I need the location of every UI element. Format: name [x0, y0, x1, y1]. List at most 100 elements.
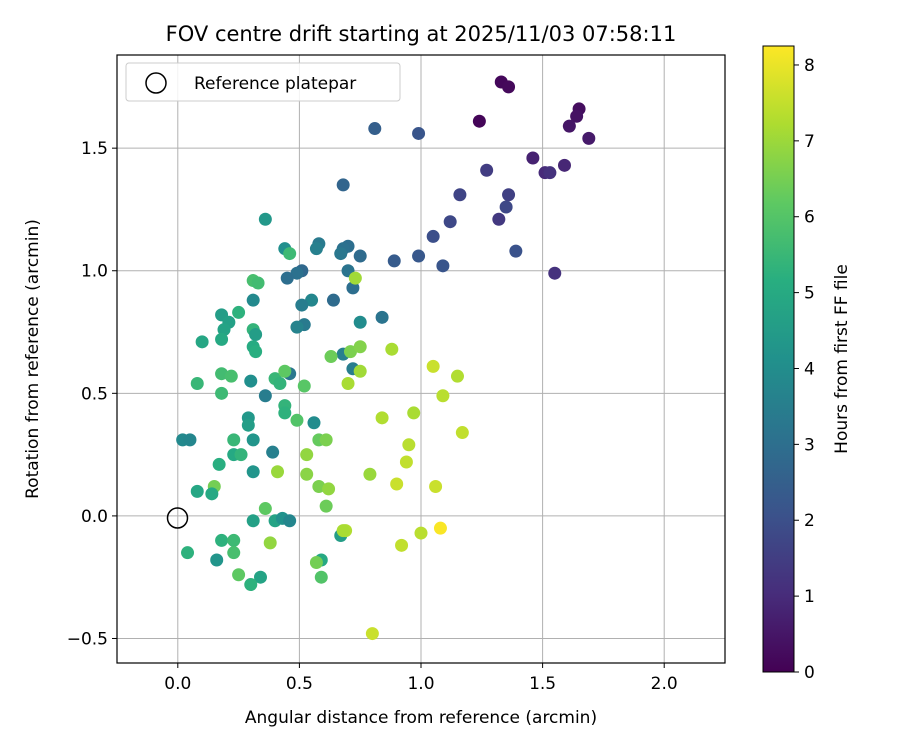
data-point	[334, 247, 348, 261]
data-point	[246, 433, 260, 447]
data-point	[414, 526, 428, 540]
colorbar: 0 1 2 3 4 5 6 7 8 Hours from first FF file	[762, 45, 852, 683]
data-point	[319, 433, 333, 447]
data-point	[526, 151, 540, 165]
data-point	[472, 114, 486, 128]
data-point	[271, 465, 285, 479]
data-point	[246, 465, 260, 479]
data-point	[412, 126, 426, 140]
data-point	[297, 379, 311, 393]
data-point	[249, 327, 263, 341]
data-point	[353, 249, 367, 263]
data-point	[266, 445, 280, 459]
y-axis-label: Rotation from reference (arcmin)	[23, 219, 43, 499]
data-point	[246, 293, 260, 307]
data-point	[502, 188, 516, 202]
data-point	[543, 166, 557, 180]
data-point	[314, 570, 328, 584]
data-point	[443, 215, 457, 229]
data-point	[290, 266, 304, 280]
data-point	[258, 502, 272, 516]
data-point	[322, 482, 336, 496]
colorbar-tick-label: 6	[804, 208, 815, 228]
data-point	[210, 553, 224, 567]
data-point	[557, 158, 571, 172]
colorbar-tick-label: 7	[804, 132, 815, 152]
legend-label: Reference platepar	[194, 74, 356, 94]
data-point	[283, 514, 297, 528]
data-point	[348, 271, 362, 285]
x-tick-label: 0.5	[286, 674, 313, 694]
data-point	[450, 369, 464, 383]
x-tick-label: 2.0	[651, 674, 678, 694]
data-point	[309, 242, 323, 256]
data-point	[290, 413, 304, 427]
data-point	[341, 377, 355, 391]
data-point	[353, 315, 367, 329]
data-point	[582, 131, 596, 145]
data-point	[319, 499, 333, 513]
y-tick-label: 1.5	[81, 139, 108, 159]
data-point	[278, 406, 292, 420]
data-point	[212, 457, 226, 471]
data-point	[562, 119, 576, 133]
data-point	[244, 374, 258, 388]
data-point	[426, 229, 440, 243]
data-point	[499, 200, 513, 214]
data-point	[227, 533, 241, 547]
data-point	[280, 271, 294, 285]
data-point	[232, 568, 246, 582]
data-point	[387, 254, 401, 268]
colorbar-gradient	[762, 45, 795, 673]
data-point	[336, 524, 350, 538]
colorbar-tick-label: 5	[804, 284, 815, 304]
data-point	[436, 259, 450, 273]
y-tick-label: 0.5	[81, 384, 108, 404]
data-point	[453, 188, 467, 202]
data-point	[324, 350, 338, 364]
data-point	[305, 293, 319, 307]
data-point	[429, 479, 443, 493]
data-point	[390, 477, 404, 491]
data-point	[385, 342, 399, 356]
legend-marker	[145, 72, 167, 94]
data-point	[241, 418, 255, 432]
data-point	[502, 80, 516, 94]
data-point	[263, 536, 277, 550]
colorbar-tick-label: 1	[804, 587, 815, 607]
data-point	[309, 555, 323, 569]
grid-lines	[117, 55, 725, 663]
data-point	[368, 122, 382, 136]
data-point	[205, 487, 219, 501]
colorbar-tick-label: 0	[804, 663, 815, 683]
data-point	[509, 244, 523, 258]
data-point	[492, 212, 506, 226]
data-point	[570, 109, 584, 123]
data-point	[278, 364, 292, 378]
y-tick-label: −0.5	[67, 629, 108, 649]
data-point	[407, 406, 421, 420]
data-point	[343, 345, 357, 359]
data-point	[253, 570, 267, 584]
data-point	[227, 433, 241, 447]
data-point	[399, 455, 413, 469]
data-point	[190, 484, 204, 498]
y-axis-ticks: −0.5 0.0 0.5 1.0 1.5	[67, 139, 117, 649]
data-point	[232, 305, 246, 319]
data-point	[249, 345, 263, 359]
y-tick-label: 1.0	[81, 262, 108, 282]
data-point	[375, 411, 389, 425]
data-point	[336, 178, 350, 192]
reference-point-marker	[166, 507, 189, 529]
data-point	[251, 276, 265, 290]
x-tick-label: 0.0	[164, 674, 191, 694]
data-point	[402, 438, 416, 452]
data-point	[258, 212, 272, 226]
data-point	[246, 514, 260, 528]
x-tick-label: 1.5	[529, 674, 556, 694]
data-point	[326, 293, 340, 307]
data-point	[195, 335, 209, 349]
chart-title: FOV centre drift starting at 2025/11/03 …	[166, 22, 677, 46]
data-point	[353, 364, 367, 378]
